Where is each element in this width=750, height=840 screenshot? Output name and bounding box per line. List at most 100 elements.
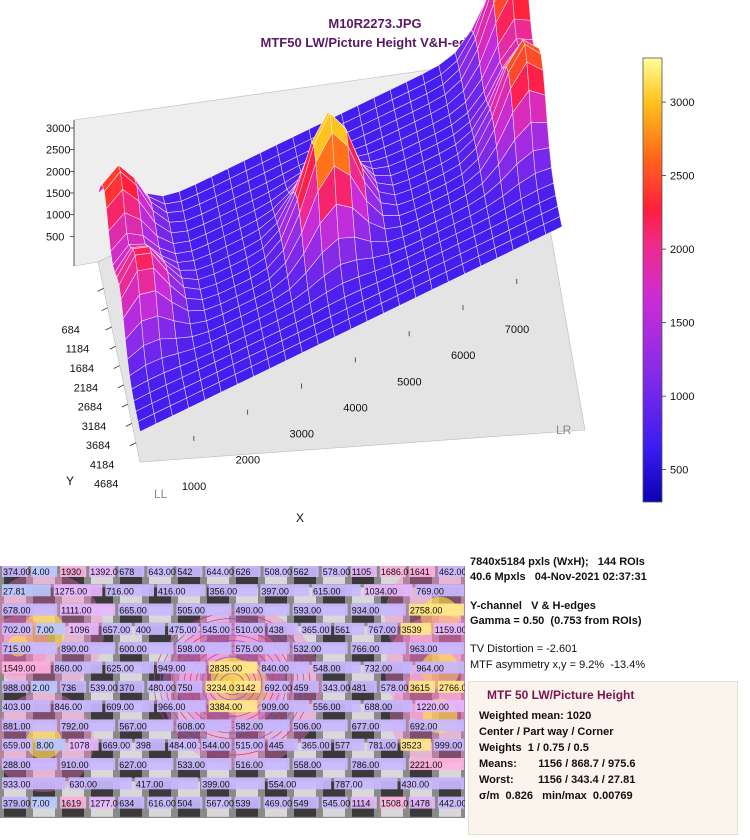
roi-value-label: 545.00 [202, 625, 230, 635]
surface-facet [512, 0, 531, 21]
roi-value-label: 1619 [61, 799, 81, 809]
roi-value-label: 669.00 [103, 741, 131, 751]
roi-value-label: 516.00 [236, 760, 264, 770]
roi-value-label: 1686.00 [381, 567, 414, 577]
roi-value-label: 688.00 [365, 702, 393, 712]
roi-value-box [234, 642, 290, 655]
roi-value-box [234, 565, 261, 577]
surface-axes: 1000 2000 3000 4000 5000 6000 7000 684 1184 1684 2… [46, 120, 572, 525]
roi-value-label: 2758.00 [410, 606, 443, 616]
roi-value-label: 399.00 [202, 779, 230, 789]
roi-value-label: 1220.00 [416, 702, 449, 712]
roi-value-box [379, 565, 406, 577]
roi-value-box [312, 700, 361, 713]
roi-value-label: 462.00 [439, 567, 465, 577]
roi-value-box [157, 584, 206, 597]
roi-value-box [433, 622, 464, 635]
roi-value-label: 374.00 [3, 567, 31, 577]
surface-facet [177, 260, 197, 271]
y-tick-mark [97, 288, 104, 292]
roi-value-label: 659.00 [3, 741, 31, 751]
surface-facet [530, 121, 550, 152]
roi-value-label: 379.00 [3, 799, 31, 809]
roi-value-box [68, 738, 99, 751]
roi-value-box [267, 777, 332, 790]
roi-value-box [433, 738, 464, 751]
roi-value-label: 988.00 [3, 683, 31, 693]
roi-value-label: 400 [136, 625, 151, 635]
roi-value-box [60, 642, 116, 655]
roi-value-box [292, 758, 348, 770]
chart-subtitle: MTF50 LW/Picture Height V&H-edges [260, 35, 490, 50]
surface-facet [493, 0, 509, 25]
roi-value-label: 881.00 [3, 721, 31, 731]
roi-value-box [267, 738, 298, 751]
roi-value-label: 933.00 [3, 779, 31, 789]
roi-value-label: 438 [269, 625, 284, 635]
roi-value-label: 1478 [410, 799, 430, 809]
roi-value-box [415, 584, 464, 597]
y-tick-label: 1184 [66, 344, 90, 356]
roi-value-box [408, 719, 464, 732]
roi-value-box [53, 661, 103, 674]
roi-value-box [2, 777, 66, 790]
roi-value-label: 575.00 [236, 644, 264, 654]
roi-value-box [105, 584, 154, 597]
roi-value-label: 556.00 [313, 702, 341, 712]
roi-value-label: 999.00 [435, 741, 463, 751]
roi-value-label: 786.00 [352, 760, 380, 770]
roi-value-label: 910.00 [61, 760, 89, 770]
surface-facet [185, 297, 205, 312]
roi-value-label: 600.00 [119, 644, 147, 654]
roi-value-box [234, 758, 290, 770]
roi-value-box [292, 642, 348, 655]
roi-value-box [118, 719, 174, 732]
roi-value-label: 627.00 [119, 760, 147, 770]
roi-value-box [205, 680, 232, 693]
roi-value-box [367, 738, 398, 751]
y-tick-label: 3184 [82, 421, 106, 433]
y-tick-mark [109, 345, 116, 350]
roi-value-label: 702.00 [3, 625, 31, 635]
z-tick-label: 3000 [46, 123, 70, 135]
roi-value-label: 1392.00 [90, 567, 123, 577]
roi-value-box [31, 565, 58, 577]
roi-value-label: 343.00 [323, 683, 351, 693]
roi-value-label: 692.00 [265, 683, 293, 693]
roi-value-box [147, 565, 174, 577]
roi-value-label: 792.00 [61, 721, 89, 731]
roi-value-label: 365.00 [302, 625, 330, 635]
roi-value-label: 505.00 [177, 606, 205, 616]
roi-value-label: 2766.00 [439, 683, 465, 693]
roi-value-label: 1159.00 [435, 625, 465, 635]
roi-value-box [60, 565, 87, 577]
roi-value-label: 7.00 [36, 625, 54, 635]
corner-label-ll: LL [154, 487, 168, 501]
roi-value-box [300, 622, 332, 635]
roi-value-label: 417.00 [136, 779, 164, 789]
roi-value-label: 625.00 [106, 664, 134, 674]
roi-value-label: 416.00 [158, 586, 186, 596]
roi-value-label: 2.00 [32, 683, 50, 693]
roi-value-box [176, 719, 232, 732]
roi-value-label: 840.00 [261, 664, 289, 674]
y-tick-label: 4184 [90, 459, 114, 471]
roi-value-label: 480.00 [148, 683, 176, 693]
roi-value-box [263, 680, 290, 693]
roi-value-box [105, 661, 154, 674]
roi-value-label: 533.00 [177, 760, 205, 770]
roi-value-box [334, 738, 365, 751]
colorbar-tick-label: 2500 [670, 171, 694, 183]
roi-value-label: 544.00 [202, 741, 230, 751]
info-mpxls: 40.6 Mpxls 04-Nov-2021 02:37:31 [470, 571, 647, 583]
roi-value-label: 548.00 [313, 664, 341, 674]
roi-value-label: 582.00 [236, 721, 264, 731]
roi-value-label: 609.00 [106, 702, 134, 712]
roi-value-label: 966.00 [158, 702, 186, 712]
roi-value-box [53, 700, 103, 713]
roi-value-box [68, 777, 132, 790]
roi-value-label: 510.00 [236, 625, 264, 635]
roi-value-box [2, 622, 33, 635]
surface-plot: 1000 2000 3000 4000 5000 6000 7000 684 1184 1684 2… [46, 0, 694, 525]
y-tick-mark [105, 326, 112, 331]
